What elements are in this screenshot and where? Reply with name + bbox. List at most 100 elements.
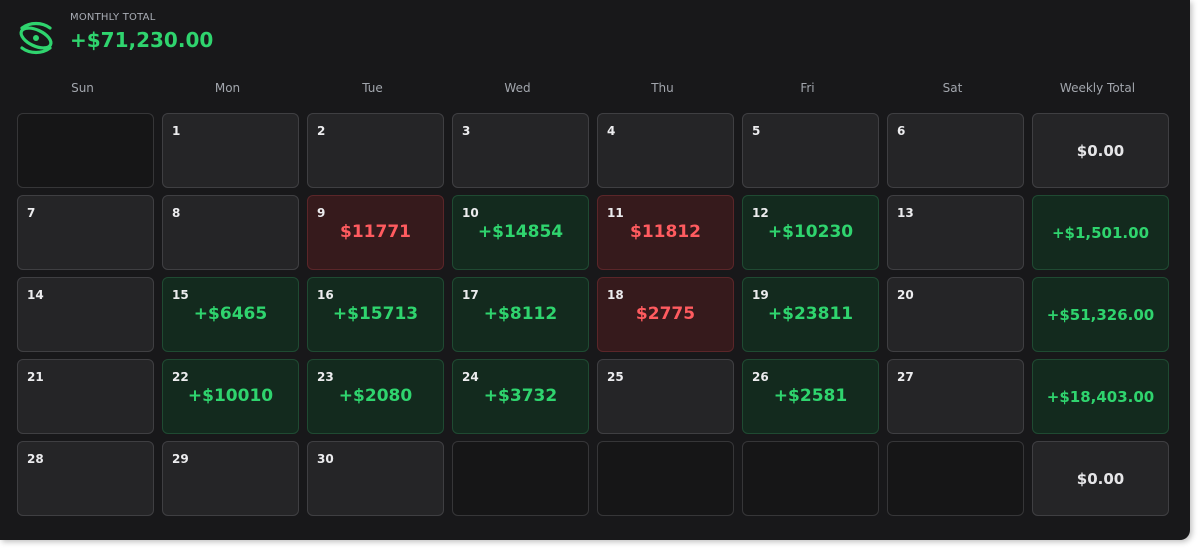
monthly-total-block: MONTHLY TOTAL +$71,230.00 xyxy=(70,10,213,52)
day-number: 22 xyxy=(172,370,189,384)
day-number: 11 xyxy=(607,206,624,220)
day-number: 27 xyxy=(897,370,914,384)
weekly-total-value: $0.00 xyxy=(1076,141,1125,160)
daily-gain-value: +$8112 xyxy=(483,304,558,324)
weekday-header-sat: Sat xyxy=(942,81,963,95)
daily-loss-value: $2775 xyxy=(635,304,696,324)
day-number: 9 xyxy=(317,206,326,220)
calendar-day-cell[interactable]: 30 xyxy=(307,441,444,516)
daily-gain-value: +$23811 xyxy=(767,304,854,324)
daily-gain-value: +$2581 xyxy=(773,386,848,406)
calendar-day-cell[interactable]: 8 xyxy=(162,195,299,270)
calendar-day-cell[interactable]: 26 +$2581 xyxy=(742,359,879,434)
day-number: 2 xyxy=(317,124,326,138)
weekly-total-cell: $0.00 xyxy=(1032,441,1169,516)
weekday-header-row: Sun Mon Tue Wed Thu Fri Sat Weekly Total xyxy=(14,78,1174,98)
day-number: 17 xyxy=(462,288,479,302)
day-number: 5 xyxy=(752,124,761,138)
calendar-day-cell[interactable]: 16 +$15713 xyxy=(307,277,444,352)
weekly-total-cell: +$51,326.00 xyxy=(1032,277,1169,352)
weekday-header-mon: Mon xyxy=(214,81,241,95)
calendar-day-cell[interactable]: 21 xyxy=(17,359,154,434)
calendar-day-cell[interactable]: 22 +$10010 xyxy=(162,359,299,434)
calendar-day-cell[interactable]: 24 +$3732 xyxy=(452,359,589,434)
day-number: 18 xyxy=(607,288,624,302)
day-number: 19 xyxy=(752,288,769,302)
calendar-day-cell[interactable]: 10 +$14854 xyxy=(452,195,589,270)
monthly-summary: MONTHLY TOTAL +$71,230.00 xyxy=(16,10,213,60)
weekly-total-header: Weekly Total xyxy=(1059,81,1136,95)
daily-gain-value: +$10010 xyxy=(187,386,274,406)
weekday-header-thu: Thu xyxy=(651,81,674,95)
calendar-day-cell[interactable]: 9 $11771 xyxy=(307,195,444,270)
day-number: 1 xyxy=(172,124,181,138)
weekly-total-cell: $0.00 xyxy=(1032,113,1169,188)
calendar-day-cell[interactable]: 25 xyxy=(597,359,734,434)
calendar-empty-cell xyxy=(887,441,1024,516)
calendar-day-cell[interactable]: 15 +$6465 xyxy=(162,277,299,352)
calendar-day-cell[interactable]: 18 $2775 xyxy=(597,277,734,352)
calendar-grid: 1 2 3 4 5 6 $0.00 7 8 9 $11771 10 +$14854 11 $11812 12 +… xyxy=(17,113,1169,516)
daily-loss-value: $11812 xyxy=(630,222,701,242)
calendar-empty-cell xyxy=(742,441,879,516)
weekday-header-tue: Tue xyxy=(362,81,383,95)
day-number: 15 xyxy=(172,288,189,302)
calendar-day-cell[interactable]: 5 xyxy=(742,113,879,188)
calendar-day-cell[interactable]: 6 xyxy=(887,113,1024,188)
day-number: 26 xyxy=(752,370,769,384)
day-number: 14 xyxy=(27,288,44,302)
calendar-day-cell[interactable]: 27 xyxy=(887,359,1024,434)
calendar-empty-cell xyxy=(452,441,589,516)
day-number: 25 xyxy=(607,370,624,384)
monthly-total-label: MONTHLY TOTAL xyxy=(70,12,156,23)
weekly-total-value: +$1,501.00 xyxy=(1051,223,1150,242)
calendar-day-cell[interactable]: 19 +$23811 xyxy=(742,277,879,352)
weekday-header-sun: Sun xyxy=(71,81,94,95)
daily-gain-value: +$6465 xyxy=(193,304,268,324)
daily-gain-value: +$3732 xyxy=(483,386,558,406)
day-number: 20 xyxy=(897,288,914,302)
daily-loss-value: $11771 xyxy=(340,222,411,242)
calendar-day-cell[interactable]: 3 xyxy=(452,113,589,188)
day-number: 23 xyxy=(317,370,334,384)
day-number: 4 xyxy=(607,124,616,138)
day-number: 29 xyxy=(172,452,189,466)
daily-gain-value: +$15713 xyxy=(332,304,419,324)
calendar-empty-cell xyxy=(597,441,734,516)
weekly-total-value: +$51,326.00 xyxy=(1046,305,1155,324)
day-number: 16 xyxy=(317,288,334,302)
calendar-day-cell[interactable]: 28 xyxy=(17,441,154,516)
calendar-day-cell[interactable]: 13 xyxy=(887,195,1024,270)
day-number: 12 xyxy=(752,206,769,220)
calendar-day-cell[interactable]: 20 xyxy=(887,277,1024,352)
calendar-day-cell[interactable]: 2 xyxy=(307,113,444,188)
weekly-total-value: $0.00 xyxy=(1076,469,1125,488)
calendar-day-cell[interactable]: 12 +$10230 xyxy=(742,195,879,270)
weekday-header-fri: Fri xyxy=(800,81,815,95)
calendar-day-cell[interactable]: 17 +$8112 xyxy=(452,277,589,352)
calendar-empty-cell xyxy=(17,113,154,188)
calendar-day-cell[interactable]: 1 xyxy=(162,113,299,188)
orbit-logo-icon xyxy=(19,21,53,55)
calendar-day-cell[interactable]: 29 xyxy=(162,441,299,516)
day-number: 28 xyxy=(27,452,44,466)
day-number: 8 xyxy=(172,206,181,220)
day-number: 3 xyxy=(462,124,471,138)
weekly-total-cell: +$18,403.00 xyxy=(1032,359,1169,434)
day-number: 7 xyxy=(27,206,36,220)
calendar-day-cell[interactable]: 11 $11812 xyxy=(597,195,734,270)
daily-gain-value: +$14854 xyxy=(477,222,564,242)
weekly-total-cell: +$1,501.00 xyxy=(1032,195,1169,270)
day-number: 21 xyxy=(27,370,44,384)
calendar-day-cell[interactable]: 7 xyxy=(17,195,154,270)
weekly-total-value: +$18,403.00 xyxy=(1046,387,1155,406)
daily-gain-value: +$10230 xyxy=(767,222,854,242)
calendar-day-cell[interactable]: 14 xyxy=(17,277,154,352)
weekday-header-wed: Wed xyxy=(504,81,531,95)
day-number: 13 xyxy=(897,206,914,220)
calendar-day-cell[interactable]: 23 +$2080 xyxy=(307,359,444,434)
day-number: 10 xyxy=(462,206,479,220)
day-number: 6 xyxy=(897,124,906,138)
calendar-day-cell[interactable]: 4 xyxy=(597,113,734,188)
monthly-total-value: +$71,230.00 xyxy=(70,28,214,52)
